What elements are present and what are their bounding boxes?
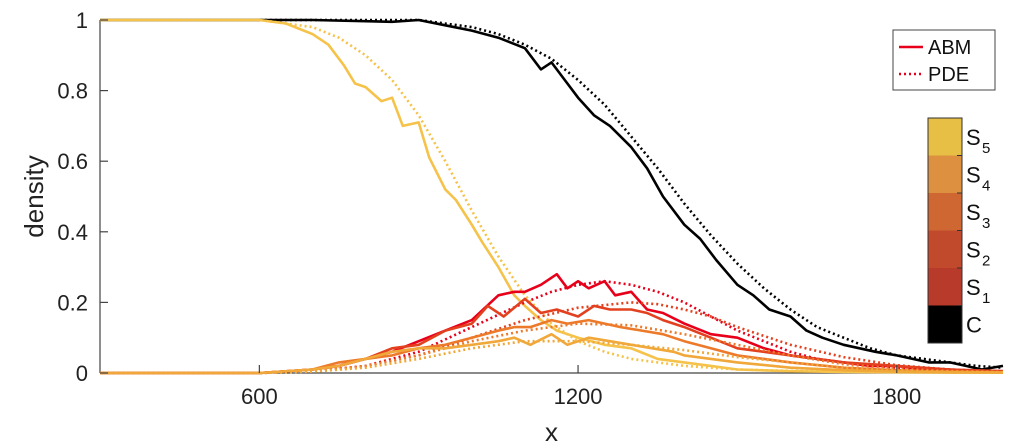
y-tick-label: 0.4 [57,220,88,245]
colorbar-label: S [966,237,981,262]
colorbar-label-subscript: 4 [982,177,990,194]
y-tick-label: 0.8 [57,79,88,104]
colorbar-label-subscript: 2 [982,252,990,269]
colorbar-frame [927,117,963,344]
colorbar-segment [928,305,962,343]
legend-box [892,29,996,91]
colorbar-label-subscript: 5 [982,140,990,157]
series-line-6-dotted [100,301,1004,375]
x-tick-label: 1200 [554,384,603,409]
colorbar-segment [928,155,962,193]
x-axis-label: x [545,417,558,443]
colorbar-label: S [966,162,981,187]
y-axis-label: density [19,155,49,237]
series-line-3-solid [100,18,1003,374]
colorbar-label: S [966,275,981,300]
legend-label: ABM [928,37,971,59]
series-line-7-solid [100,297,1004,375]
series-line-11-solid [100,332,1004,375]
x-tick-label: 600 [241,384,278,409]
colorbar-label-subscript: 3 [982,215,990,232]
y-tick-label: 1 [76,8,88,33]
colorbar-label-subscript: 1 [982,290,990,307]
legend: ABM PDE [892,29,996,91]
x-tick-label: 1800 [872,384,921,409]
y-tick-label: 0.2 [57,290,88,315]
colorbar: S 5S 4S 3S 2S 1C [927,117,990,344]
series-line-0-dotted [100,18,1004,369]
colorbar-segment [928,193,962,231]
colorbar-label: S [966,125,981,150]
series-line-1-solid [100,18,1004,371]
legend-label: PDE [928,64,969,86]
colorbar-label: S [966,200,981,225]
y-tick-label: 0.6 [57,149,88,174]
colorbar-segment [928,230,962,268]
colorbar-segment [928,268,962,306]
y-tick-label: 0 [76,361,88,386]
series-line-8-dotted [100,322,1004,375]
colorbar-segment [928,118,962,156]
series-layer [100,18,1004,375]
colorbar-label: C [966,312,982,337]
ticks-layer: 600 1200 1800 0 0.2 0.4 0.6 0.8 1 [57,8,921,409]
